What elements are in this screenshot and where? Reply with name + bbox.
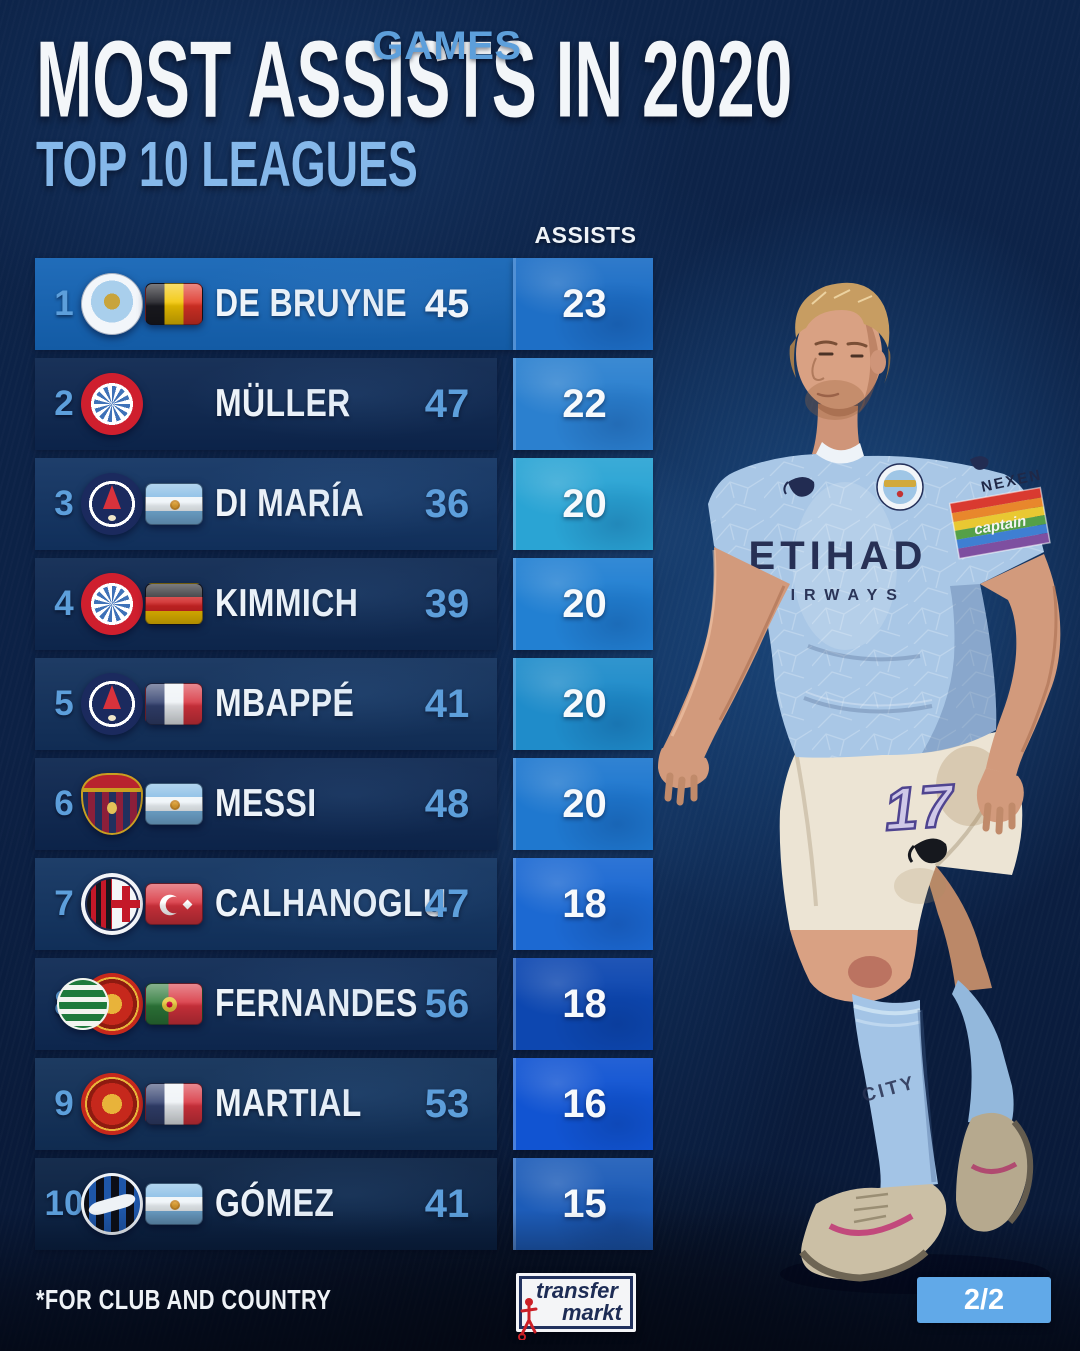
column-header-assists: ASSISTS (534, 222, 637, 248)
table-row: 2 MÜLLER 47 22 (35, 358, 653, 450)
rank: 3 (54, 484, 74, 523)
club-crest-icon (81, 873, 143, 935)
club-crest-icon (81, 773, 143, 835)
rank: 7 (54, 884, 74, 923)
table-row: 7 CALHANOGLU 47 18 (35, 858, 653, 950)
transfermarkt-logo: transfer markt (516, 1273, 636, 1340)
column-header-games: GAMES (372, 23, 522, 68)
page-indicator-badge: 2/2 (917, 1277, 1051, 1323)
games-value: 45 (424, 281, 470, 326)
row-band: 6 MESSI 48 (35, 758, 497, 850)
player-name: FERNANDES (215, 982, 418, 1025)
row-band: 2 MÜLLER 47 (35, 358, 497, 450)
table-row: 5 MBAPPÉ 41 20 (35, 658, 653, 750)
country-flag-icon (145, 1083, 203, 1125)
page-indicator: 2/2 (963, 1283, 1005, 1316)
svg-text:ETIHAD: ETIHAD (749, 534, 928, 578)
player-name: DE BRUYNE (215, 282, 408, 325)
assists-value: 20 (562, 681, 607, 726)
rank: 9 (54, 1084, 74, 1123)
assists-cell: 22 (513, 358, 653, 450)
country-flag-icon (145, 883, 203, 925)
club-crest-icon (81, 1073, 143, 1135)
country-flag-icon (145, 283, 203, 325)
country-flag-icon (145, 483, 203, 525)
page-title: MOST ASSISTS IN 2020 (36, 19, 793, 141)
country-flag-icon (145, 783, 203, 825)
table-row: 1 DE BRUYNE 45 23 (35, 258, 653, 350)
rank: 5 (54, 684, 74, 723)
assists-cell: 20 (513, 758, 653, 850)
country-flag-icon (145, 583, 203, 625)
table-row: 9 MARTIAL 53 16 (35, 1058, 653, 1150)
transfermarkt-figure-icon (518, 1298, 538, 1340)
brand-word-1: transfer (536, 1278, 618, 1303)
row-band: 3 DI MARÍA 36 (35, 458, 497, 550)
games-value: 56 (424, 981, 470, 1026)
player-name: MÜLLER (215, 382, 351, 425)
page-subtitle: TOP 10 LEAGUES (36, 128, 418, 200)
player-name: MBAPPÉ (215, 682, 355, 725)
table-row: 4 KIMMICH 39 20 (35, 558, 653, 650)
assists-value: 20 (562, 481, 607, 526)
assists-value: 20 (562, 781, 607, 826)
assists-cell: 16 (513, 1058, 653, 1150)
player-name: MARTIAL (215, 1082, 362, 1125)
assists-cell: 20 (513, 458, 653, 550)
assists-value: 23 (562, 281, 607, 326)
table-row: 3 DI MARÍA 36 20 (35, 458, 653, 550)
club-crest-icon (81, 573, 143, 635)
assists-value: 18 (562, 881, 607, 926)
club-crest-icon (81, 473, 143, 535)
footnote: *FOR CLUB AND COUNTRY (36, 1284, 332, 1315)
assists-cell: 20 (513, 558, 653, 650)
assists-cell: 18 (513, 858, 653, 950)
club-crest-icon (81, 373, 143, 435)
games-value: 39 (424, 581, 470, 626)
player-photo-de-bruyne: 17 ETIHAD AIRWAYS NEXEN (658, 282, 1061, 1294)
table-row: 8 FERNANDES 56 18 (35, 958, 653, 1050)
rank: 6 (54, 784, 74, 823)
row-band: 1 DE BRUYNE 45 (35, 258, 513, 350)
club-crest-icon (57, 973, 143, 1035)
assists-value: 20 (562, 581, 607, 626)
assists-cell: 18 (513, 958, 653, 1050)
assists-cell: 20 (513, 658, 653, 750)
player-name: DI MARÍA (215, 482, 364, 525)
rank: 2 (54, 384, 74, 423)
games-value: 48 (424, 781, 470, 826)
country-flag-icon (145, 683, 203, 725)
assists-value: 16 (562, 1081, 607, 1126)
player-name: CALHANOGLU (215, 882, 447, 925)
assists-value: 22 (562, 381, 607, 426)
brand-word-2: markt (562, 1300, 622, 1325)
games-value: 47 (424, 381, 470, 426)
rank: 1 (54, 284, 74, 323)
club-crest-icon (81, 673, 143, 735)
games-value: 53 (424, 1081, 470, 1126)
assists-cell: 23 (513, 258, 653, 350)
row-band: 4 KIMMICH 39 (35, 558, 497, 650)
svg-text:AIRWAYS: AIRWAYS (770, 587, 906, 604)
svg-text:17: 17 (882, 772, 958, 844)
assists-value: 18 (562, 981, 607, 1026)
games-value: 47 (424, 881, 470, 926)
country-flag-icon (145, 983, 203, 1025)
row-band: 7 CALHANOGLU 47 (35, 858, 497, 950)
player-name: MESSI (215, 782, 317, 825)
club-crest-icon (81, 273, 143, 335)
games-value: 41 (424, 681, 470, 726)
row-band: 5 MBAPPÉ 41 (35, 658, 497, 750)
table-row: 6 MESSI 48 20 (35, 758, 653, 850)
rank: 4 (54, 584, 74, 623)
row-band: 8 FERNANDES 56 (35, 958, 497, 1050)
player-name: KIMMICH (215, 582, 359, 625)
row-band: 9 MARTIAL 53 (35, 1058, 497, 1150)
games-value: 36 (424, 481, 470, 526)
